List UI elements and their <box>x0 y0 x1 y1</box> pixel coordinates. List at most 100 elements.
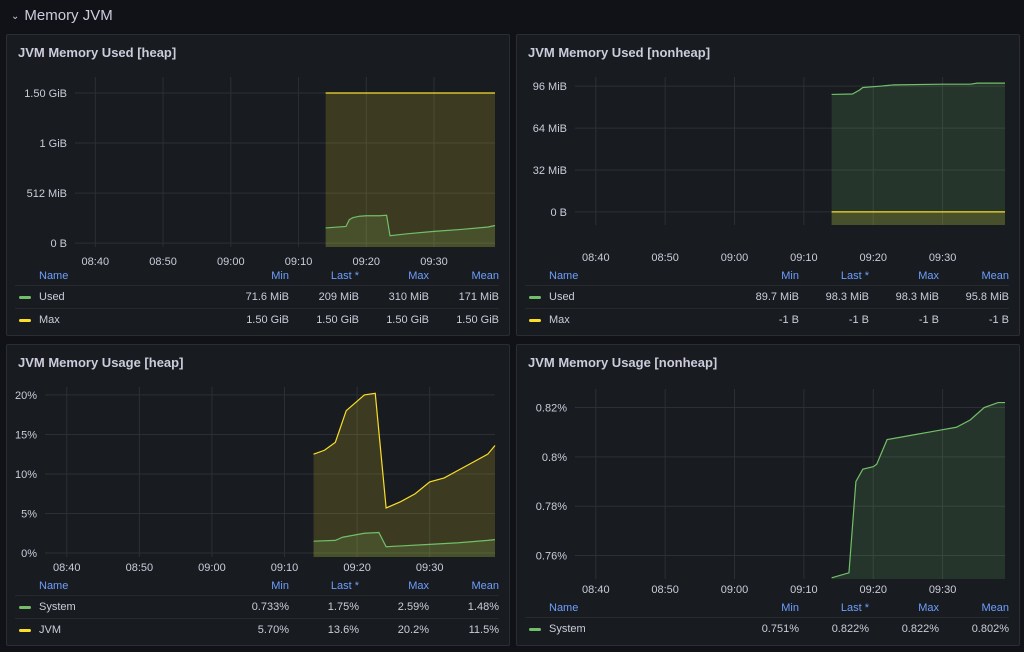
legend-header-min[interactable]: Min <box>271 580 289 592</box>
legend-header-min[interactable]: Min <box>781 602 799 614</box>
series-color-swatch[interactable] <box>529 627 541 631</box>
legend-row[interactable]: Max 1.50 GiB 1.50 GiB 1.50 GiB 1.50 GiB <box>15 308 499 331</box>
panel-0[interactable]: JVM Memory Used [heap] 0 B 512 MiB 1 GiB 1.5… <box>6 34 510 336</box>
legend-header-max[interactable]: Max <box>408 270 429 282</box>
legend-series-name[interactable]: System <box>39 601 76 613</box>
chart-svg[interactable]: 0.76% 0.78% 0.8% 0.82% 08:40 08:50 09:00 09:10 0… <box>517 345 1020 646</box>
chart-svg[interactable]: 0 B 32 MiB 64 MiB 96 MiB 08:40 08:50 09:00 09:1… <box>517 35 1020 336</box>
legend-series-name[interactable]: System <box>549 623 586 635</box>
legend-value-last: 0.822% <box>831 623 869 635</box>
legend-series-name[interactable]: Used <box>549 291 575 303</box>
panel-title[interactable]: JVM Memory Usage [nonheap] <box>528 355 718 370</box>
legend-header-max[interactable]: Max <box>918 270 939 282</box>
legend-header-name: Name <box>39 580 69 592</box>
panel-3[interactable]: JVM Memory Usage [nonheap] 0.76% 0.78% 0.8%… <box>516 344 1020 646</box>
legend-header-last[interactable]: Last * <box>840 270 869 282</box>
legend-value-min: 0.733% <box>251 601 289 613</box>
x-tick-label: 08:40 <box>53 562 81 574</box>
legend-header-mean[interactable]: Mean <box>981 270 1009 282</box>
series-area-system <box>831 402 1005 579</box>
legend-value-mean: 95.8 MiB <box>965 291 1009 303</box>
series-color-swatch[interactable] <box>529 295 541 299</box>
legend-header-mean[interactable]: Mean <box>471 270 499 282</box>
legend-series-name[interactable]: Max <box>39 314 60 326</box>
row-header-memory-jvm[interactable]: ⌄ Memory JVM <box>0 0 1024 30</box>
legend-value-min: 5.70% <box>257 624 289 636</box>
series-color-swatch[interactable] <box>19 628 31 632</box>
x-tick-label: 09:00 <box>721 584 749 596</box>
chevron-down-icon[interactable]: ⌄ <box>11 10 20 22</box>
legend-header-name: Name <box>549 270 579 282</box>
legend-header-max[interactable]: Max <box>408 580 429 592</box>
chart-svg[interactable]: 0% 5% 10% 15% 20% 08:40 08:50 09:00 09:10 09:20 09… <box>7 345 510 646</box>
x-tick-label: 08:40 <box>582 252 610 264</box>
y-tick-label: 1 GiB <box>39 138 67 150</box>
x-tick-label: 09:10 <box>271 562 299 574</box>
x-tick-label: 08:50 <box>126 562 154 574</box>
legend-value-mean: 11.5% <box>468 624 499 636</box>
legend-row[interactable]: JVM 5.70% 13.6% 20.2% 11.5% <box>15 618 499 641</box>
series-line-system[interactable] <box>313 531 496 548</box>
x-tick-label: 09:30 <box>929 584 957 596</box>
legend-value-last: 1.75% <box>327 601 359 613</box>
legend-value-last: 1.50 GiB <box>316 314 359 326</box>
legend-row[interactable]: Max -1 B -1 B -1 B -1 B <box>525 308 1009 331</box>
legend-header-last[interactable]: Last * <box>840 602 869 614</box>
series-color-swatch[interactable] <box>19 295 31 299</box>
y-tick-label: 15% <box>15 429 37 441</box>
legend-header-mean[interactable]: Mean <box>981 602 1009 614</box>
legend-row[interactable]: System 0.751% 0.822% 0.822% 0.802% <box>525 617 1009 640</box>
series-line-system[interactable] <box>831 401 1005 579</box>
legend-series-name[interactable]: Used <box>39 291 65 303</box>
x-tick-label: 08:40 <box>582 584 610 596</box>
series-line-used[interactable] <box>831 82 1005 96</box>
legend-series-name[interactable]: JVM <box>39 624 61 636</box>
y-tick-label: 0.78% <box>536 501 567 513</box>
legend-table: Name Min Last * Max Mean Used 89.7 MiB 98.3 MiB… <box>525 267 1009 331</box>
y-tick-label: 0.8% <box>542 452 567 464</box>
legend-table: Name Min Last * Max Mean Used 71.6 MiB 209 MiB 3… <box>15 267 499 331</box>
legend-value-max: 310 MiB <box>388 291 429 303</box>
y-tick-label: 20% <box>15 390 37 402</box>
chart-svg[interactable]: 0 B 512 MiB 1 GiB 1.50 GiB 08:40 08:50 09:00 09… <box>7 35 510 336</box>
legend-table: Name Min Last * Max Mean System 0.751% 0.822% 0.… <box>525 599 1009 640</box>
series-color-swatch[interactable] <box>19 318 31 322</box>
series-area-max <box>325 93 495 248</box>
legend-series-name[interactable]: Max <box>549 314 570 326</box>
series-color-swatch[interactable] <box>19 605 31 609</box>
series-line-used[interactable] <box>325 214 496 237</box>
legend-row[interactable]: Used 71.6 MiB 209 MiB 310 MiB 171 MiB <box>15 285 499 308</box>
panel-title[interactable]: JVM Memory Used [nonheap] <box>528 45 711 60</box>
series-area-system <box>313 532 495 557</box>
legend-value-min: 89.7 MiB <box>755 291 799 303</box>
legend-header-name: Name <box>549 602 579 614</box>
legend-value-min: -1 B <box>778 314 799 326</box>
y-tick-label: 10% <box>15 469 37 481</box>
panel-2[interactable]: JVM Memory Usage [heap] 0% 5% 10% 15% 20% 08:4… <box>6 344 510 646</box>
series-area-jvm <box>313 393 495 557</box>
series-color-swatch[interactable] <box>529 318 541 322</box>
x-tick-label: 09:10 <box>790 252 818 264</box>
panel-title[interactable]: JVM Memory Usage [heap] <box>18 355 184 370</box>
legend-header-last[interactable]: Last * <box>330 580 359 592</box>
legend-header-row: Name Min Last * Max Mean <box>15 267 499 285</box>
legend-header-last[interactable]: Last * <box>330 270 359 282</box>
panel-title[interactable]: JVM Memory Used [heap] <box>18 45 177 60</box>
legend-header-min[interactable]: Min <box>271 270 289 282</box>
x-tick-label: 09:00 <box>198 562 226 574</box>
row-title: Memory JVM <box>24 6 113 24</box>
series-area-used <box>831 83 1005 225</box>
legend-row[interactable]: System 0.733% 1.75% 2.59% 1.48% <box>15 595 499 618</box>
x-tick-label: 08:50 <box>149 256 177 268</box>
panel-1[interactable]: JVM Memory Used [nonheap] 0 B 32 MiB 64 MiB… <box>516 34 1020 336</box>
legend-header-mean[interactable]: Mean <box>471 580 499 592</box>
legend-header-min[interactable]: Min <box>781 270 799 282</box>
legend-header-max[interactable]: Max <box>918 602 939 614</box>
legend-value-last: 13.6% <box>327 624 359 636</box>
legend-value-min: 0.751% <box>761 623 799 635</box>
legend-row[interactable]: Used 89.7 MiB 98.3 MiB 98.3 MiB 95.8 MiB <box>525 285 1009 308</box>
y-tick-label: 64 MiB <box>533 123 567 135</box>
series-line-jvm[interactable] <box>313 392 496 509</box>
legend-value-max: 2.59% <box>397 601 429 613</box>
x-tick-label: 09:10 <box>285 256 313 268</box>
